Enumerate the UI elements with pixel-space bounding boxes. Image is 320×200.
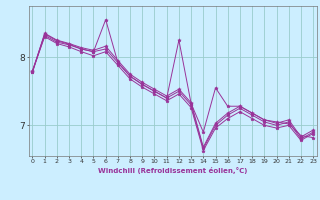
X-axis label: Windchill (Refroidissement éolien,°C): Windchill (Refroidissement éolien,°C) bbox=[98, 167, 247, 174]
